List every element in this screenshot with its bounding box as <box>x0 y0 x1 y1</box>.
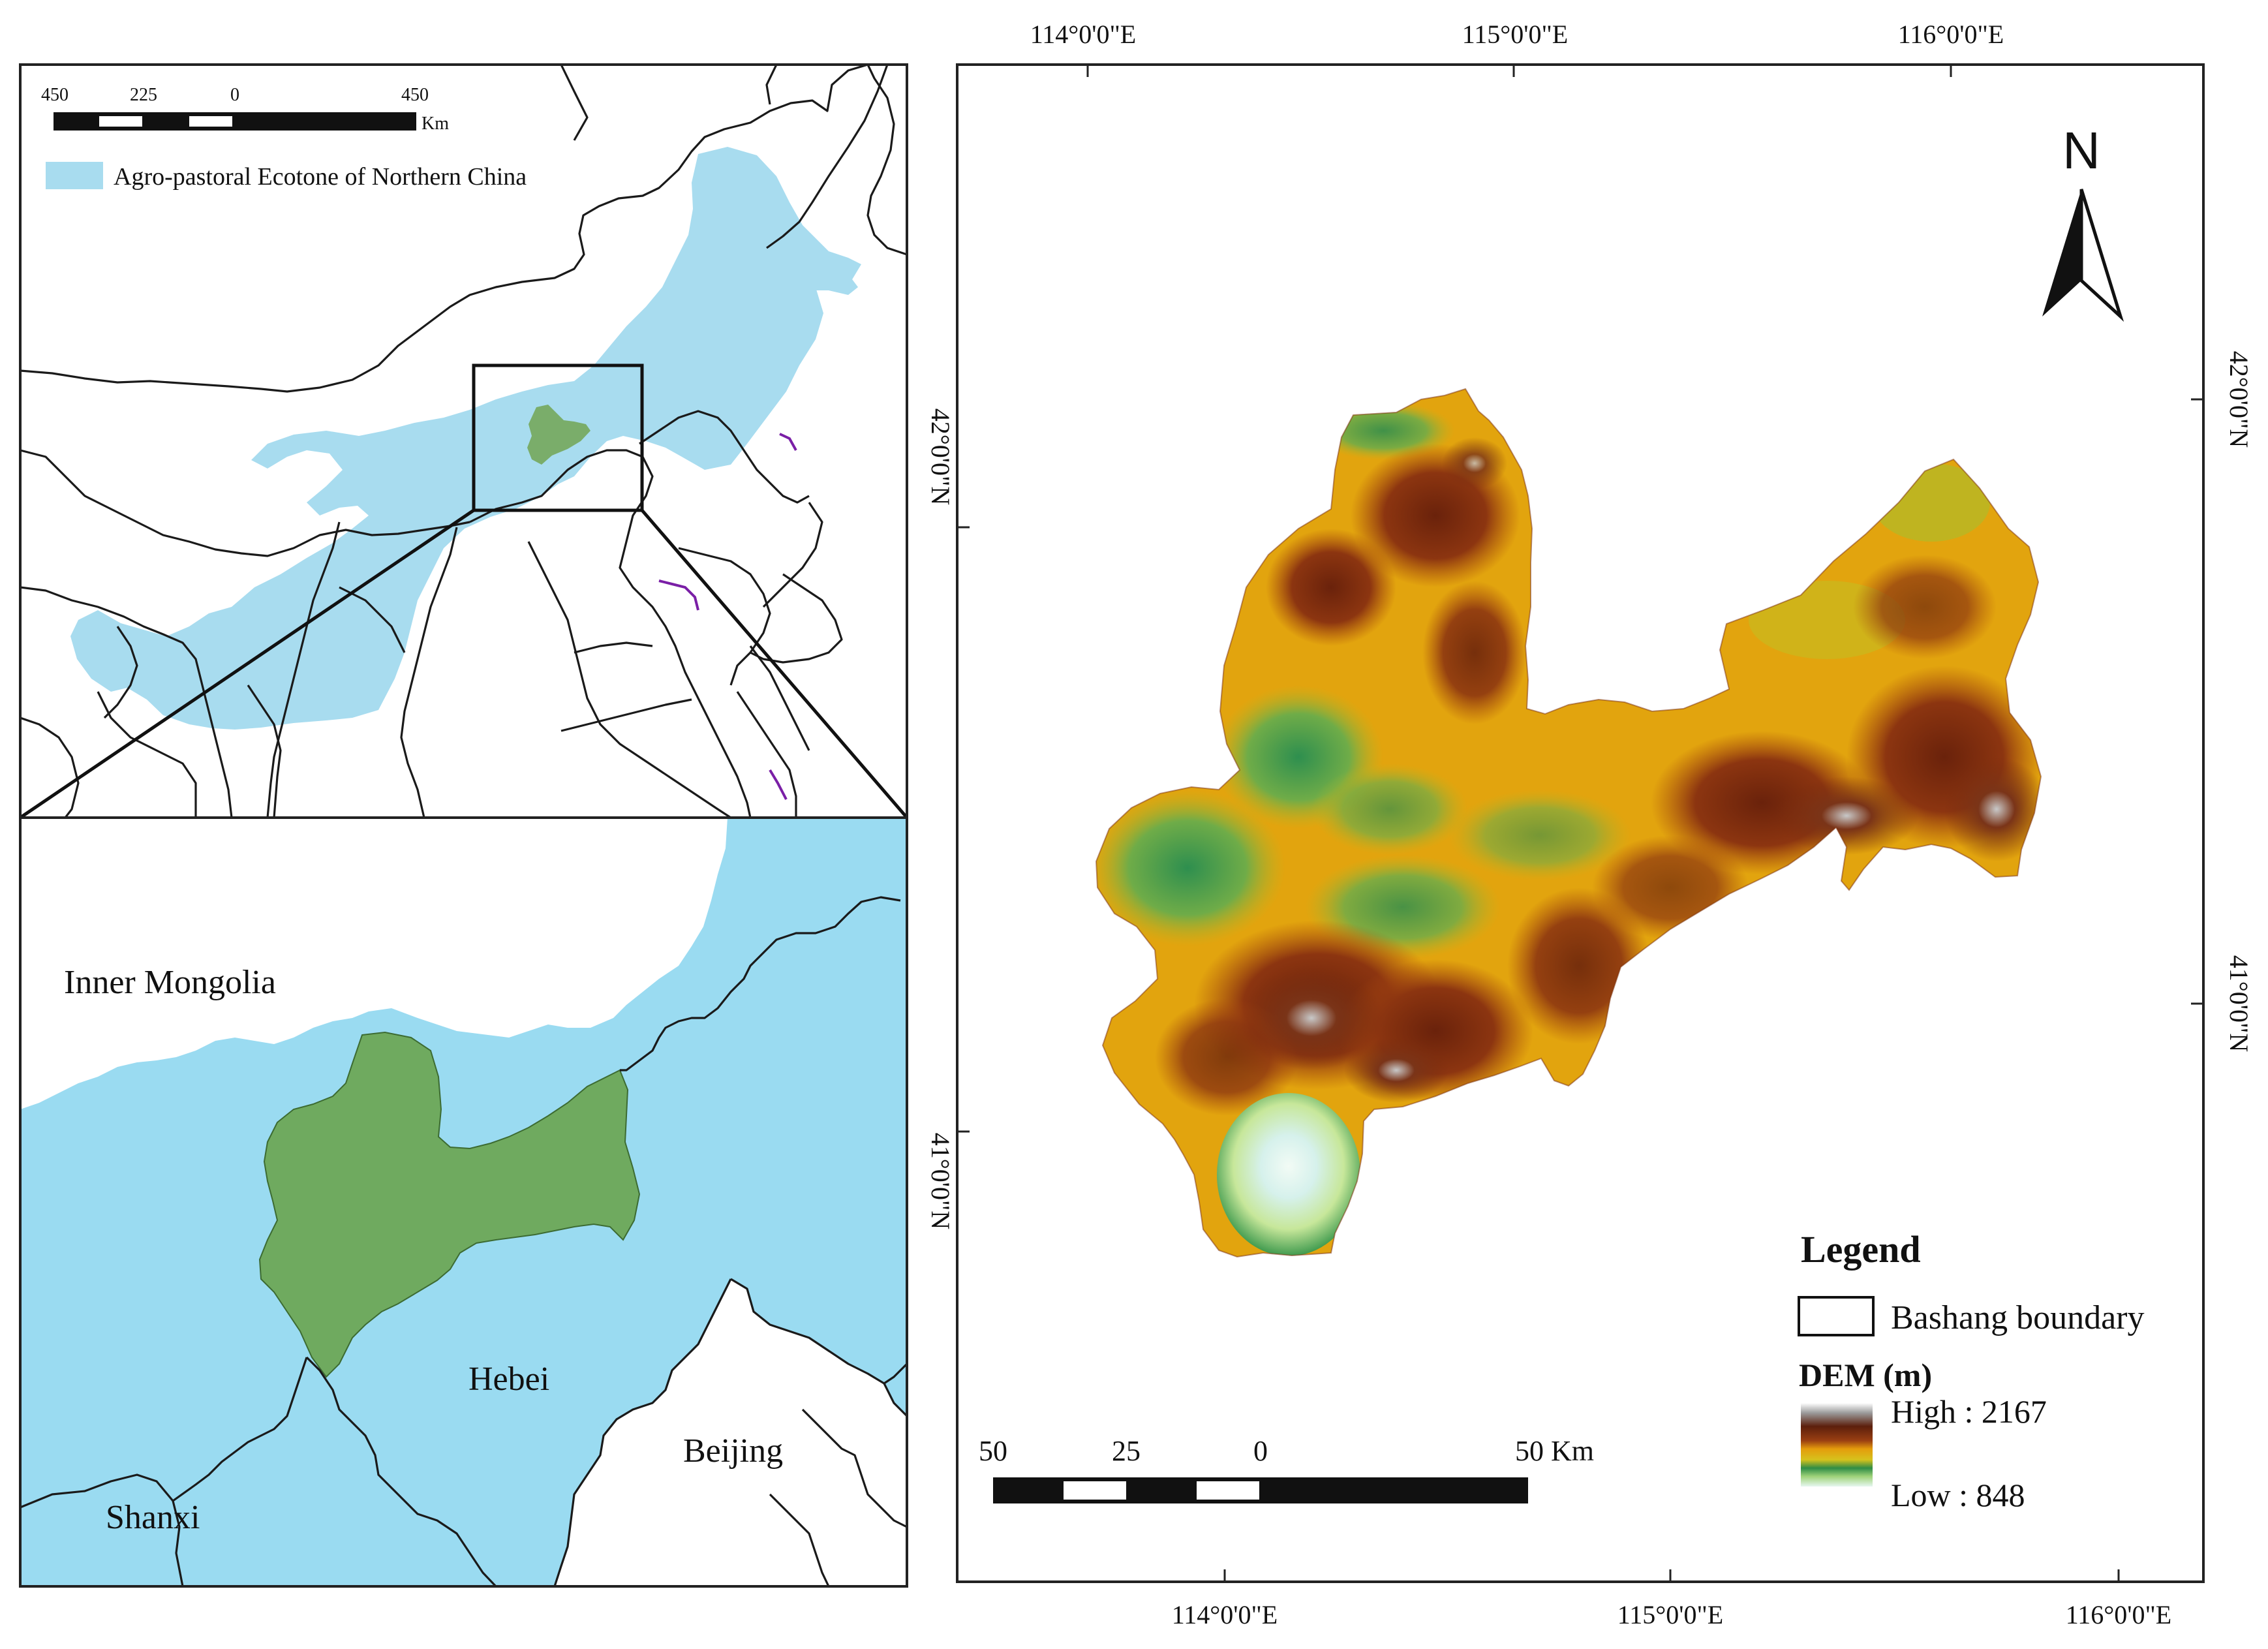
top-longitude-label: 115°0'0"E <box>1462 20 1568 49</box>
overview-scale-label: 0 <box>230 85 239 105</box>
overview-scale-label: 225 <box>130 85 157 105</box>
beijing-region <box>555 1279 907 1586</box>
shanxi-region <box>20 1475 183 1586</box>
label-beijing: Beijing <box>683 1432 783 1470</box>
overview-scale-label: 450 <box>41 85 69 105</box>
overview-legend: Agro-pastoral Ecotone of Northern China <box>46 162 527 191</box>
north-arrow: N <box>2042 121 2124 322</box>
dem-scale-label: 25 <box>1112 1435 1141 1467</box>
ecotone-region <box>70 147 861 730</box>
right-latitude-ticks: 42°0'0"N 41°0'0"N <box>2191 351 2254 1052</box>
overview-latitude-label: 42°0'0"N <box>926 408 955 505</box>
overview-scale-unit: Km <box>421 114 449 134</box>
bottom-longitude-ticks: 114°0'0"E 115°0'0"E 116°0'0"E <box>1172 1569 2171 1629</box>
dem-scale-label: 0 <box>1253 1435 1268 1467</box>
label-hebei: Hebei <box>468 1361 549 1398</box>
dem-scale-bar: 50 25 0 50 Km <box>979 1435 1594 1503</box>
legend-low-label: Low : 848 <box>1891 1477 2025 1513</box>
legend-title: Legend <box>1801 1228 1921 1271</box>
detail-frame <box>19 816 908 1588</box>
detail-borders <box>20 896 907 1586</box>
label-shanxi: Shanxi <box>106 1499 200 1536</box>
right-latitude-label: 42°0'0"N <box>2224 351 2254 448</box>
overview-map: 450 225 0 450 Km Agro-pastoral Ecotone o… <box>20 65 907 818</box>
detail-latitude-label: 41°0'0"N <box>926 1133 955 1229</box>
legend-dem-title: DEM (m) <box>1799 1357 1932 1393</box>
dem-raster <box>1096 389 2041 1257</box>
bashang-boundary <box>1095 388 2042 1258</box>
bottom-longitude-label: 116°0'0"E <box>2066 1600 2171 1629</box>
dem-map: 114°0'0"E 115°0'0"E 116°0'0"E 114°0'0"E … <box>956 20 2254 1629</box>
dem-scale-label: 50 <box>979 1435 1007 1467</box>
right-latitude-label: 41°0'0"N <box>2224 955 2254 1052</box>
detail-map: Inner Mongolia Hebei Shanxi Beijing <box>20 818 907 1586</box>
overview-scale-bar: 450 225 0 450 Km <box>41 85 449 134</box>
bottom-longitude-label: 114°0'0"E <box>1172 1600 1278 1629</box>
province-borders <box>20 65 907 818</box>
coastline-segment <box>779 433 797 451</box>
dem-scale-label: 50 Km <box>1515 1435 1594 1467</box>
coastline-segment <box>658 579 699 611</box>
top-longitude-ticks: 114°0'0"E 115°0'0"E 116°0'0"E <box>1030 20 2004 77</box>
dem-frame <box>956 63 2205 1583</box>
dem-legend: Legend Bashang boundary DEM (m) High : 2… <box>1798 1228 2144 1513</box>
overview-scale-label: 450 <box>401 85 429 105</box>
top-longitude-label: 114°0'0"E <box>1030 20 1136 49</box>
legend-swatch <box>46 162 103 189</box>
study-area-detail <box>258 1031 641 1378</box>
study-area-overview <box>527 405 590 465</box>
legend-boundary-label: Bashang boundary <box>1891 1299 2144 1336</box>
overview-legend-label: Agro-pastoral Ecotone of Northern China <box>114 163 527 191</box>
dem-color-ramp <box>1801 1403 1873 1487</box>
zoom-line <box>19 508 475 820</box>
zoom-line <box>641 509 908 819</box>
label-inner-mongolia: Inner Mongolia <box>64 964 276 1001</box>
boundary-swatch <box>1798 1296 1875 1336</box>
top-longitude-label: 116°0'0"E <box>1898 20 2004 49</box>
bottom-longitude-label: 115°0'0"E <box>1617 1600 1723 1629</box>
ecotone-east <box>770 248 858 295</box>
north-arrow-label: N <box>2062 121 2100 179</box>
zoom-box <box>472 363 644 512</box>
legend-high-label: High : 2167 <box>1891 1393 2047 1430</box>
coastline-segment <box>769 769 788 800</box>
inner-mongolia-region <box>20 818 728 1109</box>
